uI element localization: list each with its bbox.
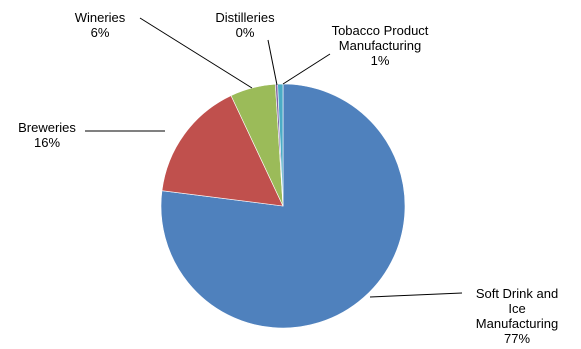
slice-name-label: Wineries: [75, 10, 126, 25]
slice-percent-label: 6%: [91, 25, 110, 40]
pie-slices: [160, 83, 406, 329]
slice-percent-label: 1%: [371, 53, 390, 68]
leader-line-soft-drink-and-ice-manufacturing: [369, 292, 463, 298]
slice-label-tobacco-product-manufacturing: Tobacco Product Manufacturing 1%: [332, 23, 429, 68]
slice-name-label: Manufacturing: [339, 38, 421, 53]
leader-line-wineries: [139, 17, 253, 89]
slice-label-breweries: Breweries 16%: [18, 120, 76, 150]
leader-line-tobacco-product-manufacturing: [282, 53, 331, 85]
slice-name-label: Soft Drink and: [476, 286, 558, 301]
slice-label-wineries: Wineries 6%: [75, 10, 126, 40]
slice-name-label: Manufacturing: [476, 316, 558, 331]
slice-name-label: Ice: [508, 301, 525, 316]
pie-slice-breweries: [161, 95, 284, 207]
slice-label-distilleries: Distilleries 0%: [215, 10, 275, 40]
slice-percent-label: 77%: [504, 331, 530, 346]
slice-labels: Soft Drink and Ice Manufacturing 77%Breweri…: [18, 10, 558, 346]
leader-line-distilleries: [267, 39, 278, 86]
pie-slice-tobacco-product-manufacturing: [277, 83, 284, 207]
slice-name-label: Tobacco Product: [332, 23, 429, 38]
slice-name-label: Distilleries: [215, 10, 275, 25]
slice-percent-label: 16%: [34, 135, 60, 150]
slice-label-soft-drink-and-ice-manufacturing: Soft Drink and Ice Manufacturing 77%: [476, 286, 558, 346]
slice-percent-label: 0%: [236, 25, 255, 40]
leader-lines: [85, 17, 463, 298]
slice-name-label: Breweries: [18, 120, 76, 135]
